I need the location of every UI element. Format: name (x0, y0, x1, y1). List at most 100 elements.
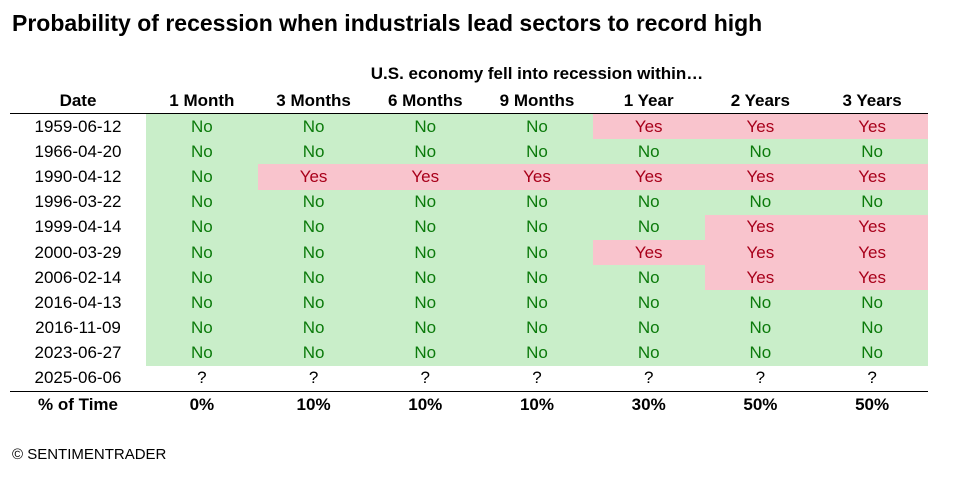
row-date: 1990-04-12 (34, 166, 122, 186)
recession-cell: No (146, 239, 258, 266)
percent-of-time-value: 30% (592, 391, 705, 419)
copyright-footer: © SENTIMENTRADER (12, 446, 167, 463)
header-row: Date 1 Month 3 Months 6 Months 9 Months 1 Ye… (10, 89, 928, 114)
row-date: 2016-04-13 (34, 292, 122, 312)
recession-cell: Yes (816, 113, 928, 140)
recession-cell: ? (816, 365, 928, 392)
recession-table: Date 1 Month 3 Months 6 Months 9 Months 1 Ye… (10, 89, 928, 419)
recession-cell: No (146, 113, 258, 140)
recession-cell: No (369, 139, 482, 165)
recession-cell: No (816, 139, 928, 165)
recession-cell: Yes (704, 214, 817, 240)
recession-cell: No (369, 265, 482, 291)
percent-of-time-value: 10% (369, 391, 482, 419)
recession-cell: No (481, 265, 593, 291)
recession-cell: No (481, 214, 593, 240)
recession-cell: No (592, 290, 705, 316)
recession-cell: No (592, 139, 705, 165)
recession-cell: No (146, 139, 258, 165)
recession-cell: No (146, 265, 258, 291)
recession-cell: No (704, 189, 817, 215)
recession-cell: Yes (704, 239, 817, 266)
recession-cell: No (257, 139, 370, 165)
recession-cell: No (369, 290, 482, 316)
recession-cell: ? (257, 365, 370, 392)
recession-cell: Yes (592, 239, 705, 266)
table-row: 2025-06-06??????? (10, 365, 928, 392)
recession-cell: No (257, 113, 370, 140)
recession-cell: No (592, 265, 705, 291)
column-header: 1 Month (146, 89, 258, 114)
recession-cell: Yes (704, 164, 817, 190)
recession-cell: No (481, 290, 593, 316)
column-header: 6 Months (369, 89, 482, 114)
row-date: 1999-04-14 (34, 217, 122, 237)
row-date: 1996-03-22 (34, 192, 122, 212)
percent-of-time-row: % of Time 0% 10% 10% 10% 30% 50% 50% (10, 391, 928, 419)
percent-of-time-label: % of Time (10, 391, 147, 419)
chart-subtitle: U.S. economy fell into recession within… (370, 64, 704, 83)
recession-cell: Yes (592, 164, 705, 190)
percent-of-time-value: 10% (257, 391, 370, 419)
recession-cell: No (369, 340, 482, 366)
column-header: 3 Years (816, 89, 928, 114)
column-header: 2 Years (704, 89, 817, 114)
recession-cell: No (816, 290, 928, 316)
recession-cell: No (592, 189, 705, 215)
recession-cell: ? (704, 365, 817, 392)
table-body: 1959-06-12 No No No No Yes Yes Yes 1966-04-20 No N… (10, 113, 928, 419)
column-header: 1 Year (592, 89, 705, 114)
recession-cell: No (369, 189, 482, 215)
date-header: Date (10, 89, 147, 114)
table-row: 2016-04-13 No No No No No No No (10, 290, 928, 316)
recession-cell: No (369, 214, 482, 240)
table-row: 1996-03-22 No No No No No No No (10, 189, 928, 215)
percent-of-time-value: 50% (816, 391, 928, 419)
chart-title: Probability of recession when industrial… (12, 10, 763, 36)
recession-cell: No (146, 340, 258, 366)
recession-cell: No (257, 265, 370, 291)
table-row: 1959-06-12 No No No No Yes Yes Yes (10, 113, 928, 140)
column-header: 9 Months (481, 89, 593, 114)
recession-cell: ? (481, 365, 593, 392)
recession-cell: No (369, 113, 482, 140)
recession-cell: No (481, 340, 593, 366)
recession-cell: Yes (704, 265, 817, 291)
recession-cell: No (481, 315, 593, 341)
recession-cell: No (481, 239, 593, 266)
recession-cell: No (592, 340, 705, 366)
recession-cell: Yes (592, 113, 705, 140)
recession-cell: No (146, 164, 258, 190)
recession-cell: No (816, 340, 928, 366)
table-row: 2006-02-14 No No No No No Yes Yes (10, 265, 928, 291)
recession-cell: No (146, 315, 258, 341)
recession-cell: Yes (481, 164, 593, 190)
recession-cell: ? (592, 365, 705, 392)
recession-cell: No (257, 340, 370, 366)
recession-cell: No (257, 290, 370, 316)
recession-cell: Yes (816, 164, 928, 190)
recession-cell: Yes (816, 265, 928, 291)
recession-cell: No (369, 315, 482, 341)
recession-cell: Yes (704, 113, 817, 140)
table-row: 2023-06-27 No No No No No No No (10, 340, 928, 366)
recession-cell: Yes (369, 164, 482, 190)
recession-cell: Yes (816, 239, 928, 266)
recession-cell: Yes (257, 164, 370, 190)
table-row: 1999-04-14 No No No No No Yes Yes (10, 214, 928, 240)
recession-cell: No (592, 214, 705, 240)
recession-cell: No (257, 315, 370, 341)
recession-cell: No (816, 189, 928, 215)
recession-cell: ? (369, 365, 482, 392)
recession-cell: No (146, 189, 258, 215)
recession-cell: No (816, 315, 928, 341)
recession-cell: Yes (816, 214, 928, 240)
percent-of-time-value: 50% (704, 391, 817, 419)
row-date: 1959-06-12 (34, 116, 122, 136)
table-row: 1990-04-12 No Yes Yes Yes Yes Yes Yes (10, 164, 928, 190)
percent-of-time-value: 0% (146, 391, 258, 419)
row-date: 1966-04-20 (34, 141, 122, 161)
recession-cell: No (369, 239, 482, 266)
table-row: 2016-11-09 No No No No No No No (10, 315, 928, 341)
recession-cell: No (481, 113, 593, 140)
